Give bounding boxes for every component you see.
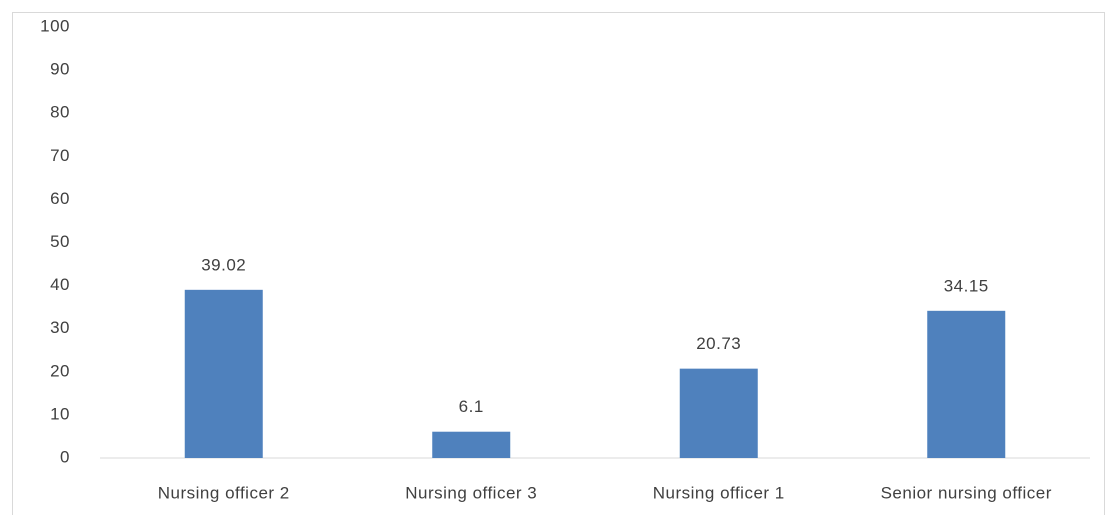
data-label: 34.15 (944, 276, 989, 295)
x-tick-label: Senior nursing officer (881, 483, 1052, 502)
bar (927, 310, 1006, 458)
y-tick-label: 60 (50, 189, 70, 208)
y-tick-label: 0 (60, 447, 70, 466)
y-tick-label: 50 (50, 232, 70, 251)
chart-frame (12, 12, 1105, 515)
bar (184, 289, 263, 458)
bar (679, 368, 758, 458)
bar (432, 431, 511, 458)
x-tick-label: Nursing officer 1 (653, 483, 785, 502)
y-tick-label: 10 (50, 404, 70, 423)
data-label: 39.02 (201, 255, 246, 274)
y-tick-label: 90 (50, 60, 70, 79)
y-tick-label: 40 (50, 275, 70, 294)
y-tick-label: 30 (50, 318, 70, 337)
y-tick-label: 20 (50, 361, 70, 380)
y-tick-label: 100 (40, 16, 70, 35)
x-tick-label: Nursing officer 3 (405, 483, 537, 502)
y-tick-label: 70 (50, 146, 70, 165)
data-label: 20.73 (696, 334, 741, 353)
x-tick-label: Nursing officer 2 (158, 483, 290, 502)
data-label: 6.1 (459, 397, 484, 416)
y-tick-label: 80 (50, 103, 70, 122)
